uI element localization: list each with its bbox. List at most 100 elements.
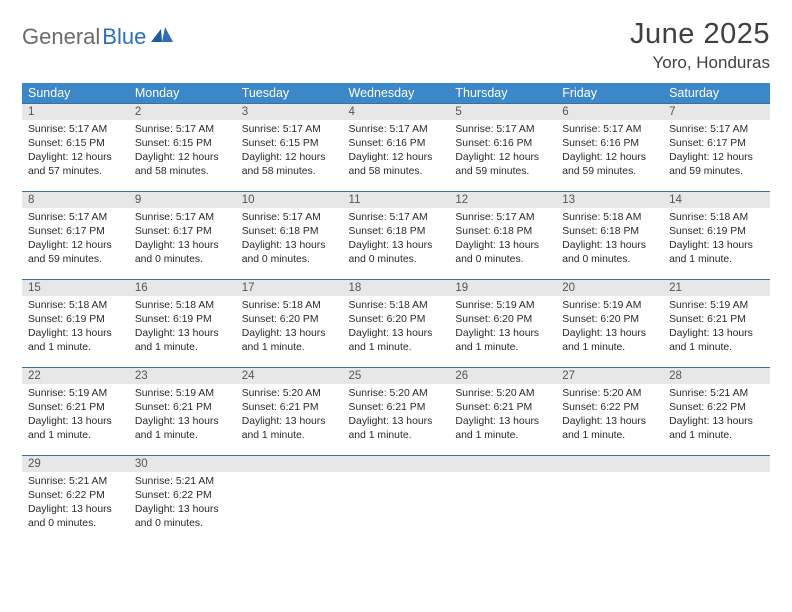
- sunset-line: Sunset: 6:16 PM: [455, 137, 550, 151]
- day-number: 21: [663, 280, 770, 296]
- day-number: 13: [556, 192, 663, 208]
- daylight-line: Daylight: 13 hours and 1 minute.: [242, 327, 337, 355]
- day-cell: 2Sunrise: 5:17 AMSunset: 6:15 PMDaylight…: [129, 104, 236, 192]
- day-cell: [556, 456, 663, 544]
- day-body: Sunrise: 5:18 AMSunset: 6:19 PMDaylight:…: [22, 296, 129, 361]
- daylight-line: Daylight: 13 hours and 1 minute.: [455, 415, 550, 443]
- day-body: Sunrise: 5:17 AMSunset: 6:18 PMDaylight:…: [236, 208, 343, 273]
- day-cell: [236, 456, 343, 544]
- sunset-line: Sunset: 6:22 PM: [562, 401, 657, 415]
- day-number: 24: [236, 368, 343, 384]
- sunset-line: Sunset: 6:15 PM: [242, 137, 337, 151]
- day-cell: 1Sunrise: 5:17 AMSunset: 6:15 PMDaylight…: [22, 104, 129, 192]
- day-number-empty: [556, 456, 663, 472]
- sunrise-line: Sunrise: 5:18 AM: [669, 211, 764, 225]
- day-number: 3: [236, 104, 343, 120]
- day-body: Sunrise: 5:18 AMSunset: 6:19 PMDaylight:…: [129, 296, 236, 361]
- day-header-sun: Sunday: [22, 83, 129, 104]
- logo: GeneralBlue: [22, 18, 173, 50]
- sunset-line: Sunset: 6:20 PM: [562, 313, 657, 327]
- day-body: Sunrise: 5:19 AMSunset: 6:20 PMDaylight:…: [556, 296, 663, 361]
- day-cell: 14Sunrise: 5:18 AMSunset: 6:19 PMDayligh…: [663, 192, 770, 280]
- sunrise-line: Sunrise: 5:17 AM: [349, 123, 444, 137]
- day-cell: 29Sunrise: 5:21 AMSunset: 6:22 PMDayligh…: [22, 456, 129, 544]
- day-cell: 20Sunrise: 5:19 AMSunset: 6:20 PMDayligh…: [556, 280, 663, 368]
- sunrise-line: Sunrise: 5:19 AM: [562, 299, 657, 313]
- sunset-line: Sunset: 6:18 PM: [349, 225, 444, 239]
- sunrise-line: Sunrise: 5:18 AM: [562, 211, 657, 225]
- week-row: 29Sunrise: 5:21 AMSunset: 6:22 PMDayligh…: [22, 456, 770, 544]
- sunrise-line: Sunrise: 5:21 AM: [669, 387, 764, 401]
- daylight-line: Daylight: 13 hours and 1 minute.: [28, 415, 123, 443]
- sunset-line: Sunset: 6:20 PM: [349, 313, 444, 327]
- day-body: Sunrise: 5:21 AMSunset: 6:22 PMDaylight:…: [663, 384, 770, 449]
- sunrise-line: Sunrise: 5:17 AM: [135, 211, 230, 225]
- day-cell: 9Sunrise: 5:17 AMSunset: 6:17 PMDaylight…: [129, 192, 236, 280]
- sunrise-line: Sunrise: 5:19 AM: [28, 387, 123, 401]
- sunset-line: Sunset: 6:21 PM: [455, 401, 550, 415]
- sunrise-line: Sunrise: 5:18 AM: [135, 299, 230, 313]
- day-cell: 8Sunrise: 5:17 AMSunset: 6:17 PMDaylight…: [22, 192, 129, 280]
- logo-text-general: General: [22, 24, 100, 50]
- sunrise-line: Sunrise: 5:18 AM: [242, 299, 337, 313]
- sunrise-line: Sunrise: 5:20 AM: [562, 387, 657, 401]
- day-body: Sunrise: 5:21 AMSunset: 6:22 PMDaylight:…: [22, 472, 129, 537]
- day-body: Sunrise: 5:17 AMSunset: 6:16 PMDaylight:…: [556, 120, 663, 185]
- daylight-line: Daylight: 13 hours and 1 minute.: [562, 327, 657, 355]
- daylight-line: Daylight: 13 hours and 1 minute.: [135, 415, 230, 443]
- day-body: Sunrise: 5:20 AMSunset: 6:22 PMDaylight:…: [556, 384, 663, 449]
- day-body: Sunrise: 5:17 AMSunset: 6:18 PMDaylight:…: [449, 208, 556, 273]
- day-number: 22: [22, 368, 129, 384]
- sunset-line: Sunset: 6:20 PM: [242, 313, 337, 327]
- day-cell: 24Sunrise: 5:20 AMSunset: 6:21 PMDayligh…: [236, 368, 343, 456]
- day-body: Sunrise: 5:18 AMSunset: 6:20 PMDaylight:…: [236, 296, 343, 361]
- day-header-sat: Saturday: [663, 83, 770, 104]
- day-cell: 21Sunrise: 5:19 AMSunset: 6:21 PMDayligh…: [663, 280, 770, 368]
- day-header-row: Sunday Monday Tuesday Wednesday Thursday…: [22, 83, 770, 104]
- daylight-line: Daylight: 13 hours and 0 minutes.: [349, 239, 444, 267]
- day-body: Sunrise: 5:17 AMSunset: 6:15 PMDaylight:…: [236, 120, 343, 185]
- day-cell: 27Sunrise: 5:20 AMSunset: 6:22 PMDayligh…: [556, 368, 663, 456]
- day-number: 30: [129, 456, 236, 472]
- day-number-empty: [449, 456, 556, 472]
- daylight-line: Daylight: 13 hours and 1 minute.: [669, 239, 764, 267]
- daylight-line: Daylight: 13 hours and 0 minutes.: [562, 239, 657, 267]
- daylight-line: Daylight: 13 hours and 1 minute.: [349, 327, 444, 355]
- day-number: 20: [556, 280, 663, 296]
- sunset-line: Sunset: 6:21 PM: [135, 401, 230, 415]
- daylight-line: Daylight: 13 hours and 1 minute.: [562, 415, 657, 443]
- day-cell: 12Sunrise: 5:17 AMSunset: 6:18 PMDayligh…: [449, 192, 556, 280]
- sunrise-line: Sunrise: 5:21 AM: [28, 475, 123, 489]
- sunrise-line: Sunrise: 5:17 AM: [135, 123, 230, 137]
- daylight-line: Daylight: 12 hours and 57 minutes.: [28, 151, 123, 179]
- day-cell: 18Sunrise: 5:18 AMSunset: 6:20 PMDayligh…: [343, 280, 450, 368]
- day-body: Sunrise: 5:19 AMSunset: 6:21 PMDaylight:…: [129, 384, 236, 449]
- daylight-line: Daylight: 12 hours and 58 minutes.: [349, 151, 444, 179]
- daylight-line: Daylight: 13 hours and 1 minute.: [669, 415, 764, 443]
- day-number: 23: [129, 368, 236, 384]
- day-body: Sunrise: 5:19 AMSunset: 6:21 PMDaylight:…: [22, 384, 129, 449]
- sunrise-line: Sunrise: 5:18 AM: [28, 299, 123, 313]
- sunset-line: Sunset: 6:20 PM: [455, 313, 550, 327]
- day-body: Sunrise: 5:20 AMSunset: 6:21 PMDaylight:…: [343, 384, 450, 449]
- sunset-line: Sunset: 6:19 PM: [28, 313, 123, 327]
- week-row: 1Sunrise: 5:17 AMSunset: 6:15 PMDaylight…: [22, 104, 770, 192]
- day-cell: 5Sunrise: 5:17 AMSunset: 6:16 PMDaylight…: [449, 104, 556, 192]
- day-header-fri: Friday: [556, 83, 663, 104]
- sunrise-line: Sunrise: 5:17 AM: [242, 123, 337, 137]
- day-body: Sunrise: 5:17 AMSunset: 6:16 PMDaylight:…: [343, 120, 450, 185]
- day-number-empty: [236, 456, 343, 472]
- sunrise-line: Sunrise: 5:17 AM: [455, 211, 550, 225]
- sunrise-line: Sunrise: 5:17 AM: [669, 123, 764, 137]
- day-cell: [343, 456, 450, 544]
- day-cell: 19Sunrise: 5:19 AMSunset: 6:20 PMDayligh…: [449, 280, 556, 368]
- logo-text-blue: Blue: [102, 24, 146, 50]
- day-cell: 30Sunrise: 5:21 AMSunset: 6:22 PMDayligh…: [129, 456, 236, 544]
- daylight-line: Daylight: 13 hours and 0 minutes.: [135, 503, 230, 531]
- day-number-empty: [663, 456, 770, 472]
- day-number: 27: [556, 368, 663, 384]
- day-body: Sunrise: 5:18 AMSunset: 6:19 PMDaylight:…: [663, 208, 770, 273]
- daylight-line: Daylight: 13 hours and 1 minute.: [669, 327, 764, 355]
- day-number: 5: [449, 104, 556, 120]
- day-number: 14: [663, 192, 770, 208]
